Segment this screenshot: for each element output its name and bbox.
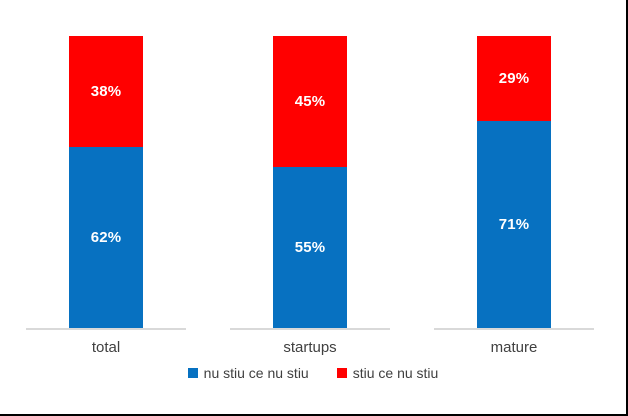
stacked-bar: 45% 55% xyxy=(273,36,347,328)
legend-label: stiu ce nu stiu xyxy=(352,365,439,381)
category-label: startups xyxy=(283,339,337,356)
legend-label: nu stiu ce nu stiu xyxy=(203,365,309,381)
bar-segment: 55% xyxy=(273,167,347,328)
x-axis-line xyxy=(434,328,594,330)
legend-item: stiu ce nu stiu xyxy=(336,365,439,381)
data-label: 55% xyxy=(294,239,326,257)
data-label: 62% xyxy=(90,228,122,246)
category-label: mature xyxy=(490,339,538,356)
legend-item: nu stiu ce nu stiu xyxy=(187,365,309,381)
bar-group-startups: 45% 55% startups xyxy=(230,36,390,356)
data-label: 45% xyxy=(294,93,326,111)
category-label: total xyxy=(91,339,121,356)
bar-group-total: 38% 62% total xyxy=(26,36,186,356)
bar-segment: 71% xyxy=(477,120,551,328)
stacked-bar: 38% 62% xyxy=(69,36,143,328)
legend-swatch-icon xyxy=(336,368,347,378)
bar-segment: 29% xyxy=(477,36,551,121)
legend-swatch-icon xyxy=(187,368,198,378)
legend: nu stiu ce nu stiu stiu ce nu stiu xyxy=(0,365,626,381)
bar-group-mature: 29% 71% mature xyxy=(434,36,594,356)
x-axis-line xyxy=(26,328,186,330)
data-label: 29% xyxy=(498,69,530,87)
bar-segment: 38% xyxy=(69,36,143,147)
bar-segment: 45% xyxy=(273,36,347,168)
bar-segment: 62% xyxy=(69,146,143,328)
stacked-bar: 29% 71% xyxy=(477,36,551,328)
data-label: 38% xyxy=(90,82,122,100)
x-axis-line xyxy=(230,328,390,330)
data-label: 71% xyxy=(498,215,530,233)
plot-area: 38% 62% total 45% 55% startups 29% 71% mature xyxy=(26,36,594,356)
